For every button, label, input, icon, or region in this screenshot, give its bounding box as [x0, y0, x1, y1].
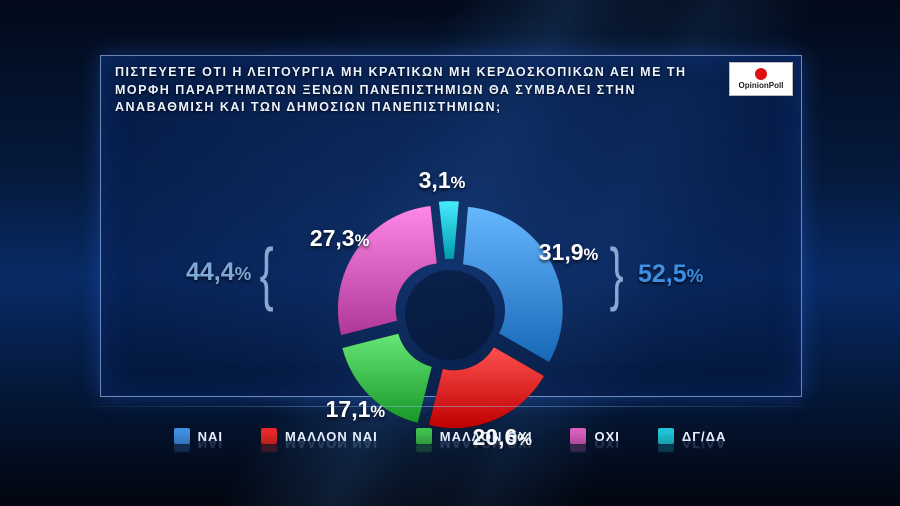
brace-right-icon: } [610, 238, 624, 308]
legend-item-rather_no: ΜΑΛΛΟΝ ΟΧΙ [416, 436, 533, 452]
donut-hole [405, 270, 495, 360]
slice-label-yes: 31,9% [539, 239, 598, 266]
donut-slice-dkna [439, 201, 459, 259]
legend-label-yes: ΝΑΙ [198, 437, 223, 452]
legend-item-rather_yes: ΜΑΛΛΟΝ ΝΑΙ [261, 436, 378, 452]
legend-label-rather_yes: ΜΑΛΛΟΝ ΝΑΙ [285, 437, 378, 452]
slice-label-dkna: 3,1% [419, 167, 466, 194]
legend-swatch-no [570, 436, 586, 452]
opinion-poll-logo: OpinionPoll [729, 62, 793, 96]
legend-label-dkna: ΔΓ/ΔΑ [682, 437, 727, 452]
legend-item-yes: ΝΑΙ [174, 436, 223, 452]
legend-swatch-rather_yes [261, 436, 277, 452]
panel-title: ΠΙΣΤΕΥΕΤΕ ΟΤΙ Η ΛΕΙΤΟΥΡΓΙΑ ΜΗ ΚΡΑΤΙΚΩΝ Μ… [115, 64, 721, 117]
legend-item-dkna: ΔΓ/ΔΑ [658, 436, 727, 452]
slice-label-rather_no: 17,1% [326, 396, 385, 423]
legend-swatch-rather_no [416, 436, 432, 452]
legend-label-rather_no: ΜΑΛΛΟΝ ΟΧΙ [440, 437, 533, 452]
brace-left-icon: { [260, 238, 274, 308]
legend-swatch-dkna [658, 436, 674, 452]
legend-reflection: ΝΑΙ ΜΑΛΛΟΝ ΝΑΙ ΜΑΛΛΟΝ ΟΧΙ ΟΧΙ ΔΓ/ΔΑ [0, 436, 900, 452]
group-total-right: 52,5% [638, 260, 703, 289]
stage: ΠΙΣΤΕΥΕΤΕ ΟΤΙ Η ΛΕΙΤΟΥΡΓΙΑ ΜΗ ΚΡΑΤΙΚΩΝ Μ… [0, 0, 900, 506]
legend-item-no: ΟΧΙ [570, 436, 619, 452]
floor-highlight [60, 406, 840, 407]
legend-swatch-yes [174, 436, 190, 452]
slice-label-no: 27,3% [310, 225, 369, 252]
logo-text: OpinionPoll [739, 81, 784, 90]
legend-label-no: ΟΧΙ [594, 437, 619, 452]
group-total-left: 44,4% [186, 258, 251, 287]
